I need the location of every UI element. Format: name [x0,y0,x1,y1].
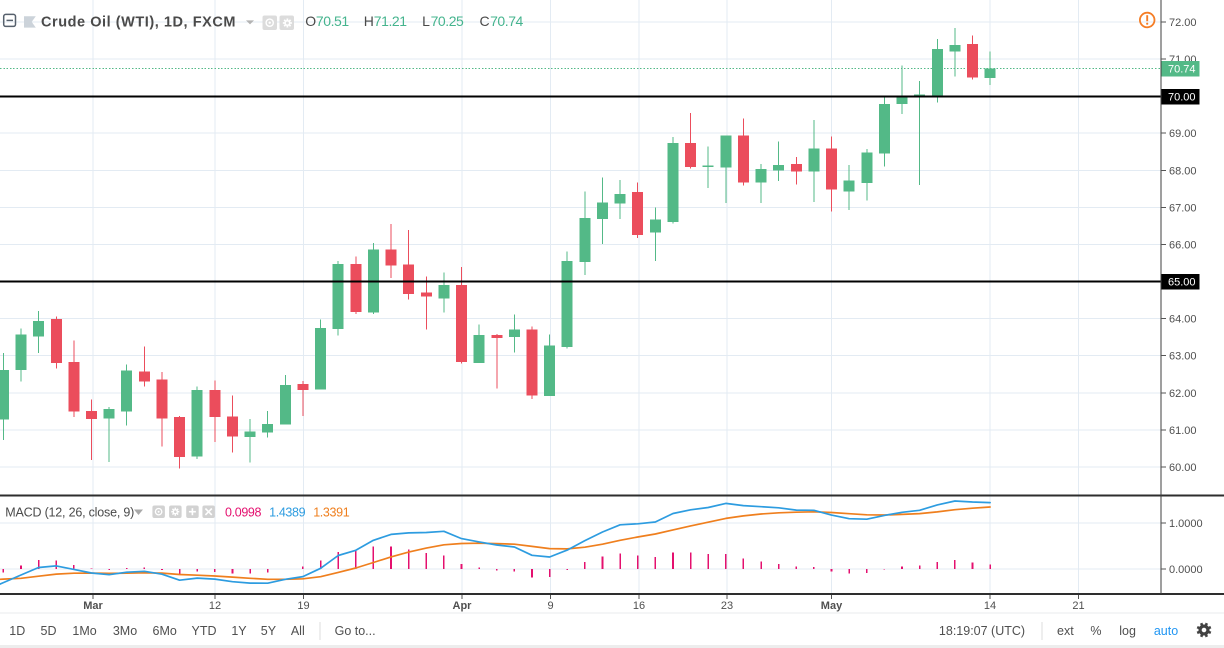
svg-text:YTD: YTD [192,624,217,638]
svg-text:67.00: 67.00 [1169,202,1197,214]
svg-text:63.00: 63.00 [1169,351,1197,363]
svg-text:1.3391: 1.3391 [313,505,350,519]
svg-text:14: 14 [984,600,996,612]
svg-text:69.00: 69.00 [1169,128,1197,140]
svg-text:70.00: 70.00 [1168,92,1196,104]
svg-text:Crude Oil (WTI), 1D, FXCM: Crude Oil (WTI), 1D, FXCM [41,15,236,31]
svg-text:C: C [480,13,490,29]
svg-text:62.00: 62.00 [1169,388,1197,400]
svg-text:70.74: 70.74 [490,13,523,29]
svg-text:H: H [364,13,374,29]
svg-text:70.25: 70.25 [431,13,464,29]
svg-text:1.0000: 1.0000 [1169,518,1203,530]
svg-text:L: L [422,13,430,29]
svg-text:O: O [305,13,316,29]
svg-text:60.00: 60.00 [1169,462,1197,474]
svg-text:72.00: 72.00 [1169,17,1197,29]
svg-text:61.00: 61.00 [1169,425,1197,437]
svg-text:log: log [1119,624,1136,638]
svg-text:auto: auto [1154,624,1178,638]
svg-text:68.00: 68.00 [1169,165,1197,177]
svg-text:18:19:07 (UTC): 18:19:07 (UTC) [939,624,1025,638]
svg-text:3Mo: 3Mo [113,624,137,638]
svg-text:1Mo: 1Mo [72,624,96,638]
svg-text:21: 21 [1072,600,1084,612]
svg-text:All: All [291,624,305,638]
svg-text:1Y: 1Y [231,624,247,638]
svg-text:Go to...: Go to... [335,624,376,638]
svg-text:70.51: 70.51 [316,13,349,29]
svg-text:Mar: Mar [83,600,103,612]
svg-text:66.00: 66.00 [1169,240,1197,252]
svg-text:23: 23 [721,600,733,612]
svg-text:1D: 1D [9,624,25,638]
svg-text:19: 19 [297,600,309,612]
svg-text:ext: ext [1057,624,1074,638]
svg-text:0.0998: 0.0998 [225,505,262,519]
svg-text:12: 12 [209,600,221,612]
svg-text:70.74: 70.74 [1168,64,1196,76]
svg-text:64.00: 64.00 [1169,314,1197,326]
svg-text:1.4389: 1.4389 [269,505,306,519]
svg-text:0.0000: 0.0000 [1169,564,1203,576]
svg-text:6Mo: 6Mo [153,624,177,638]
svg-text:MACD (12, 26, close, 9): MACD (12, 26, close, 9) [5,505,134,519]
svg-text:%: % [1090,624,1101,638]
svg-text:Apr: Apr [453,600,473,612]
svg-text:9: 9 [547,600,553,612]
svg-text:16: 16 [633,600,645,612]
svg-text:71.21: 71.21 [374,13,407,29]
svg-text:5D: 5D [41,624,57,638]
svg-text:65.00: 65.00 [1168,277,1196,289]
svg-text:May: May [821,600,843,612]
svg-text:5Y: 5Y [261,624,277,638]
